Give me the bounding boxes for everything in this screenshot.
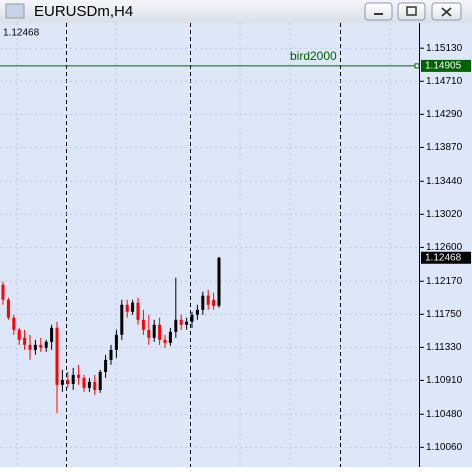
y-tick-label: 1.11330	[426, 342, 462, 353]
candle-body	[77, 374, 81, 378]
candle-body	[33, 344, 37, 350]
candle-body	[23, 337, 27, 345]
candle-body	[55, 327, 59, 385]
candle-body	[190, 314, 194, 322]
candle-body	[185, 321, 189, 325]
candle-body	[28, 344, 32, 350]
horizontal-line-name: bird2000	[290, 49, 337, 63]
y-tick-label: 1.10060	[426, 442, 463, 453]
candle-body	[98, 371, 102, 390]
minimize-button[interactable]	[364, 2, 393, 21]
candle-body	[152, 324, 156, 338]
restore-button[interactable]	[397, 2, 426, 21]
y-tick-label: 1.13020	[426, 209, 463, 220]
last-price-text: 1.12468	[3, 28, 40, 39]
minimize-icon	[374, 13, 383, 15]
candle-body	[168, 331, 172, 343]
candle-body	[201, 295, 205, 310]
y-tick-label: 1.11750	[426, 309, 462, 320]
candle-body	[195, 309, 199, 315]
candle-body	[174, 319, 178, 332]
candle-body	[120, 304, 124, 335]
y-tick-label: 1.14710	[426, 76, 463, 87]
candle-body	[82, 377, 86, 388]
window-icon	[5, 3, 25, 19]
candle-body	[50, 327, 54, 342]
y-tick-label: 1.12170	[426, 276, 463, 287]
candle-body	[147, 329, 151, 338]
y-tick-label: 1.14290	[426, 109, 463, 120]
candle-body	[206, 295, 210, 305]
candle-body	[6, 299, 10, 318]
window-title: EURUSDm,H4	[34, 3, 133, 20]
window-buttons	[364, 2, 462, 21]
y-tick-label: 1.10480	[426, 409, 463, 420]
chart-area	[0, 23, 472, 467]
candle-body	[109, 349, 113, 360]
candle-body	[66, 379, 70, 384]
candle-body	[131, 302, 135, 312]
candle-body	[179, 319, 183, 325]
vertical-grid	[16, 23, 391, 467]
candle-body	[1, 284, 5, 300]
price-label: 1.12468	[425, 252, 462, 263]
candle-body	[93, 381, 97, 390]
y-tick-label: 1.15130	[426, 43, 463, 54]
candle-body	[141, 319, 145, 330]
price-label-box	[421, 59, 471, 72]
candle-body	[163, 339, 167, 343]
y-tick-label: 1.12600	[426, 242, 463, 253]
candle-body	[12, 317, 16, 330]
candle-body	[114, 334, 118, 350]
title-bar	[0, 0, 472, 23]
candle-body	[158, 324, 162, 340]
candle-body	[212, 299, 216, 306]
price-label: 1.14905	[425, 61, 462, 72]
candle-body	[44, 341, 48, 348]
candle-body	[39, 344, 43, 348]
y-tick-label: 1.10910	[426, 375, 463, 386]
y-tick-label: 1.13870	[426, 142, 463, 153]
period-separators	[66, 23, 341, 467]
close-icon	[441, 7, 452, 17]
candle-body	[60, 379, 64, 385]
candle-body	[104, 359, 108, 372]
candle-body	[125, 304, 129, 312]
y-tick-label: 1.13440	[426, 176, 463, 187]
candle-body	[136, 302, 140, 320]
price-label-box	[421, 251, 471, 264]
candle-body	[217, 257, 221, 306]
candle-body	[87, 381, 91, 388]
candle-body	[17, 329, 21, 340]
restore-icon	[406, 6, 417, 16]
line-anchor	[414, 63, 420, 69]
candle-body	[71, 374, 75, 384]
